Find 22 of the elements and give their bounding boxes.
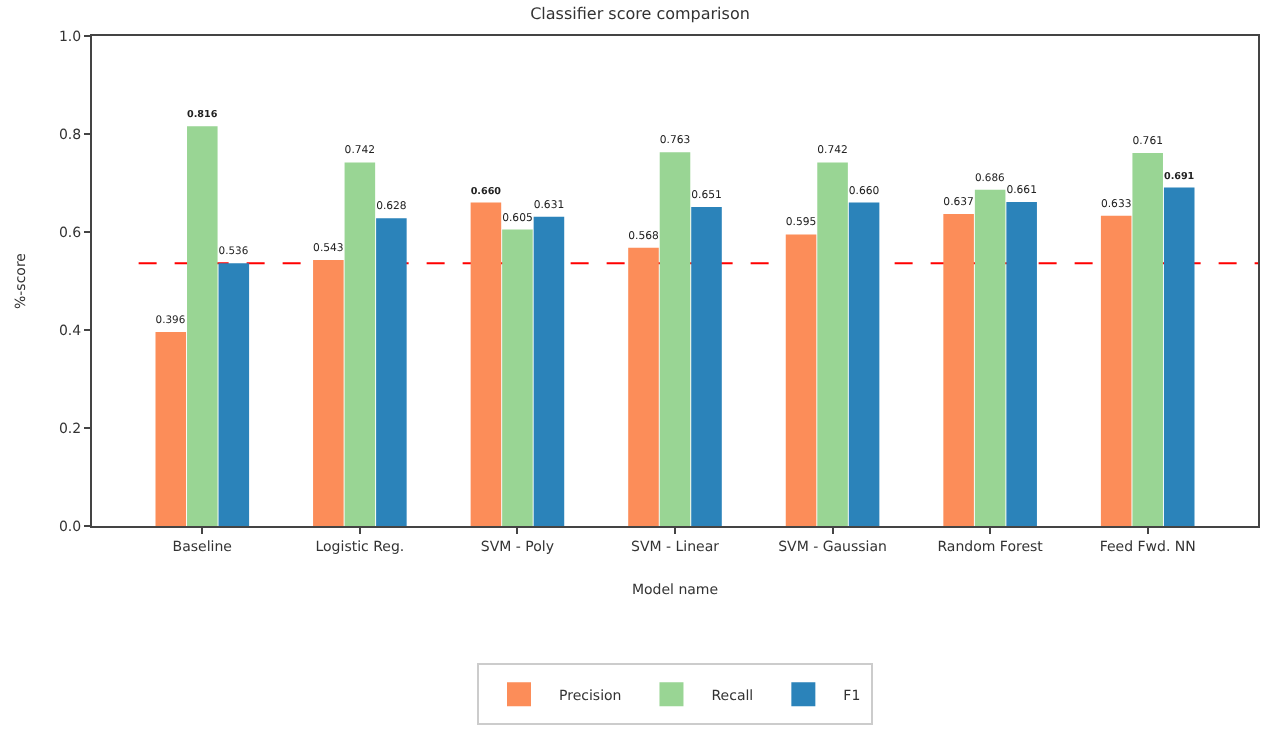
bar	[533, 216, 565, 526]
bar	[502, 229, 533, 526]
bar	[691, 207, 722, 526]
bar	[313, 259, 344, 526]
bar	[1163, 187, 1195, 526]
bar	[470, 202, 502, 526]
bar	[974, 189, 1006, 526]
bar	[187, 126, 218, 526]
bar	[1132, 153, 1163, 526]
bar	[659, 152, 691, 526]
bar	[376, 218, 407, 526]
bar	[943, 213, 974, 526]
bar	[785, 234, 817, 526]
bar	[848, 202, 880, 526]
bar	[344, 162, 376, 526]
bar	[1006, 202, 1037, 526]
bar	[628, 247, 659, 526]
bar	[218, 263, 250, 526]
bar	[817, 162, 848, 526]
bar	[1100, 215, 1132, 526]
bar	[155, 331, 187, 526]
chart-title: Classifier score comparison	[530, 4, 750, 23]
